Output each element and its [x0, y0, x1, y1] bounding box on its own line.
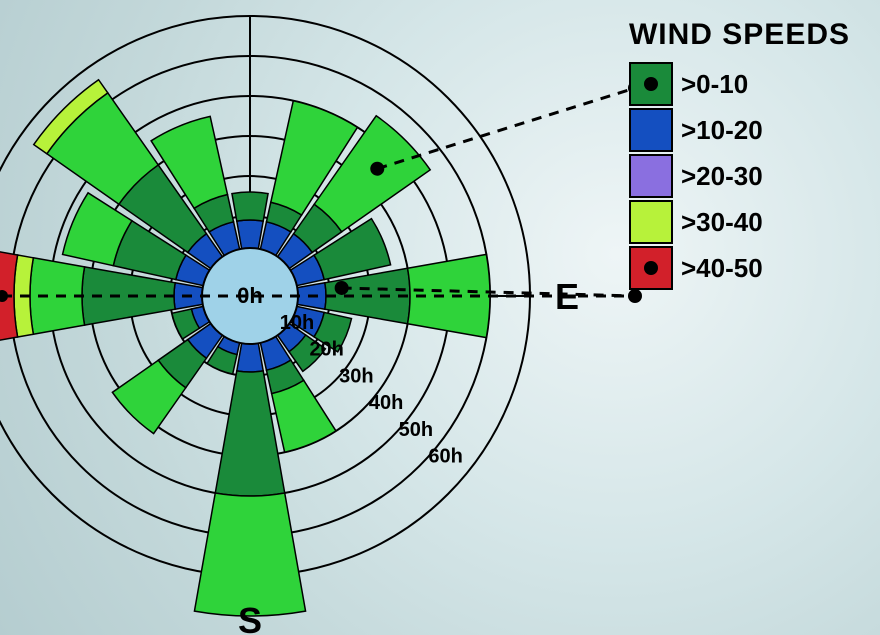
ring-label: 40h [369, 392, 403, 414]
legend-item: >40-50 [629, 246, 850, 290]
legend-dot-icon [644, 261, 658, 275]
ring-label: 60h [428, 446, 462, 468]
legend-swatch [629, 62, 673, 106]
legend-label: >0-10 [681, 69, 748, 100]
wind-sector [272, 380, 336, 452]
legend-label: >40-50 [681, 253, 763, 284]
legend-title: WIND SPEEDS [629, 18, 850, 52]
callout-dot-icon [335, 281, 349, 295]
legend: WIND SPEEDS >0-10 >10-20 >20-30 >30-40 >40-5… [629, 18, 850, 292]
ring-label: 50h [399, 419, 433, 441]
compass-south: S [238, 600, 262, 635]
ring-label: 10h [280, 312, 314, 334]
legend-label: >10-20 [681, 115, 763, 146]
callout-line [377, 88, 635, 169]
legend-item: >10-20 [629, 108, 850, 152]
legend-label: >30-40 [681, 207, 763, 238]
legend-swatch [629, 200, 673, 244]
legend-swatch [629, 246, 673, 290]
wind-sector [194, 493, 305, 616]
legend-dot-icon [644, 77, 658, 91]
ring-label: 20h [309, 339, 343, 361]
legend-item: >30-40 [629, 200, 850, 244]
legend-swatch [629, 108, 673, 152]
legend-item: >0-10 [629, 62, 850, 106]
compass-east: E [555, 276, 579, 318]
ring-label: 30h [339, 365, 373, 387]
wind-sector [232, 192, 268, 221]
legend-item: >20-30 [629, 154, 850, 198]
legend-label: >20-30 [681, 161, 763, 192]
legend-swatch [629, 154, 673, 198]
callout-dot-icon [370, 162, 384, 176]
